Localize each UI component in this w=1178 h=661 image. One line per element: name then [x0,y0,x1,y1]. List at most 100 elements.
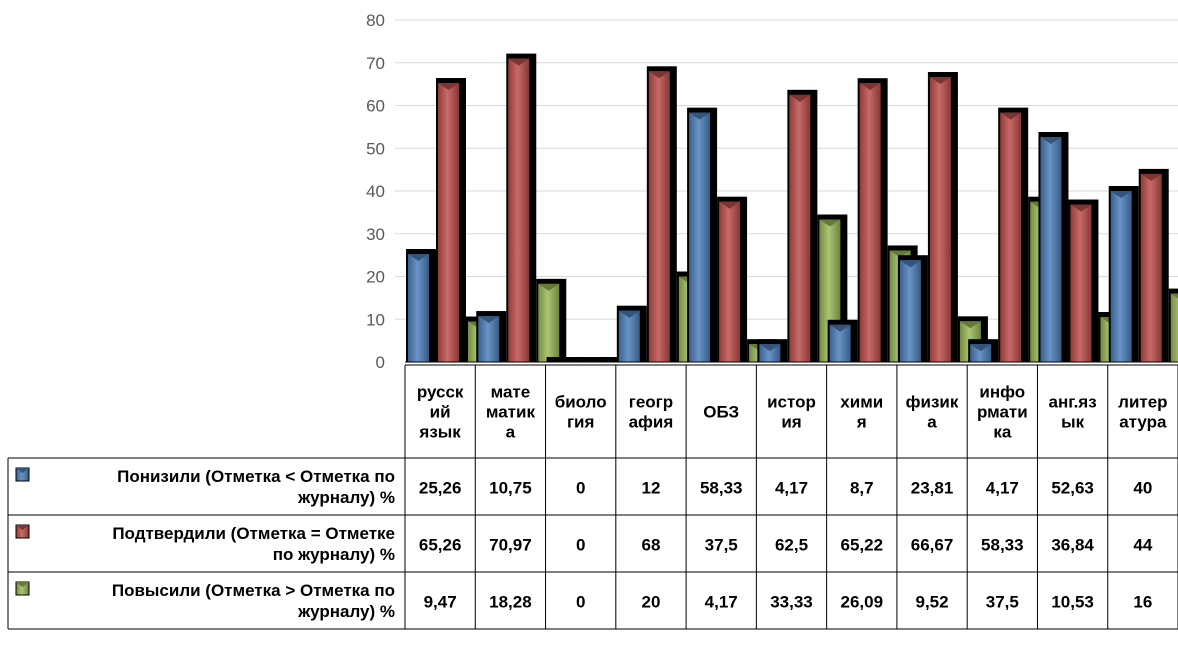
legend-label: по журналу) % [273,545,395,564]
category-label: рмати [977,403,1028,422]
bar-top [408,254,429,262]
bar [1138,168,1169,362]
bar-face [1000,112,1022,362]
legend-key-bevel [16,525,29,530]
bar-face [719,201,741,362]
y-tick-label: 50 [366,139,385,158]
bar-face [1170,293,1178,362]
bar [476,311,507,362]
category-label: ка [993,423,1012,442]
bar-face [970,344,992,362]
table-value: 9,47 [424,593,457,612]
legend-key-bevel [16,582,29,587]
category-label: инфо [979,383,1025,402]
bar [827,319,858,362]
legend-label: журналу) % [297,602,395,621]
bar-top [438,83,459,91]
table-value: 9,52 [915,593,948,612]
legend-key-bevel [16,468,29,473]
legend-label: Понизили (Отметка < Отметка по [117,467,395,486]
table-value: 8,7 [850,479,874,498]
bar-top [759,344,781,352]
category-label: а [506,423,516,442]
y-tick-label: 10 [366,310,385,329]
data-table: русскийязыкматематикабиологиягеографияОБ… [7,364,1178,630]
table-value: 70,97 [489,536,532,555]
bar-face [618,310,640,362]
bar-face [478,316,500,362]
bar-top [1170,293,1178,299]
bar-face [408,254,429,362]
bar [576,357,607,362]
category-label: ий [430,403,451,422]
category-label: истор [767,393,816,412]
bar [546,357,577,362]
legend-label: Подтвердили (Отметка = Отметке [112,524,395,543]
bar-top [478,316,500,324]
bar-face [899,260,921,362]
category-label: ОБЗ [703,403,739,422]
bar-top [538,283,560,291]
legend-label: журналу) % [297,488,395,507]
category-label: гия [567,413,594,432]
table-value: 10,53 [1051,593,1094,612]
category-label: матик [486,403,536,422]
bar-top [719,201,741,209]
bar [857,78,888,362]
table-value: 62,5 [775,536,808,555]
category-label: физик [906,393,959,412]
category-label: мате [491,383,531,402]
bar [616,305,647,362]
table-value: 36,84 [1051,536,1094,555]
table-value: 0 [576,593,585,612]
y-tick-label: 80 [366,11,385,30]
bar-top [689,112,711,120]
bar [717,196,748,362]
bar-top [508,58,530,66]
bars [405,53,1178,363]
category-label: русск [417,383,464,402]
bar-top [929,76,951,84]
bar-top [819,219,841,227]
bar [1168,288,1178,362]
bar-face [689,112,711,362]
bar [927,71,958,362]
bar-top [1110,191,1132,198]
category-label: я [856,413,867,432]
y-axis: 0 10 20 30 40 50 60 70 80 [366,11,385,372]
bar [897,255,928,362]
table-value: 23,81 [911,479,954,498]
category-label: биоло [555,393,607,412]
bar-face [508,58,530,363]
bar-top [1040,137,1062,145]
y-tick-label: 40 [366,182,385,201]
y-tick-label: 0 [376,353,385,372]
bar [536,278,567,362]
bar-top [1070,204,1092,212]
y-tick-label: 20 [366,268,385,287]
bar-face [1110,191,1132,362]
bar-face [648,71,670,363]
bar-face [929,76,951,362]
bar [968,339,999,362]
table-value: 37,5 [986,593,1019,612]
bar [1068,199,1099,362]
table-value: 66,67 [911,536,954,555]
bar-face [759,344,781,362]
table-value: 65,26 [419,536,462,555]
y-tick-label: 60 [366,97,385,116]
table-value: 20 [641,593,660,612]
table-value: 4,17 [986,479,1019,498]
bar-face [829,324,851,362]
y-tick-label: 70 [366,54,385,73]
category-label: язык [418,423,461,442]
table-value: 52,63 [1051,479,1094,498]
table-value: 0 [576,536,585,555]
table-value: 25,26 [419,479,462,498]
bar-top [889,250,911,258]
table-value: 4,17 [705,593,738,612]
table-value: 65,22 [840,536,883,555]
bar [757,339,788,362]
